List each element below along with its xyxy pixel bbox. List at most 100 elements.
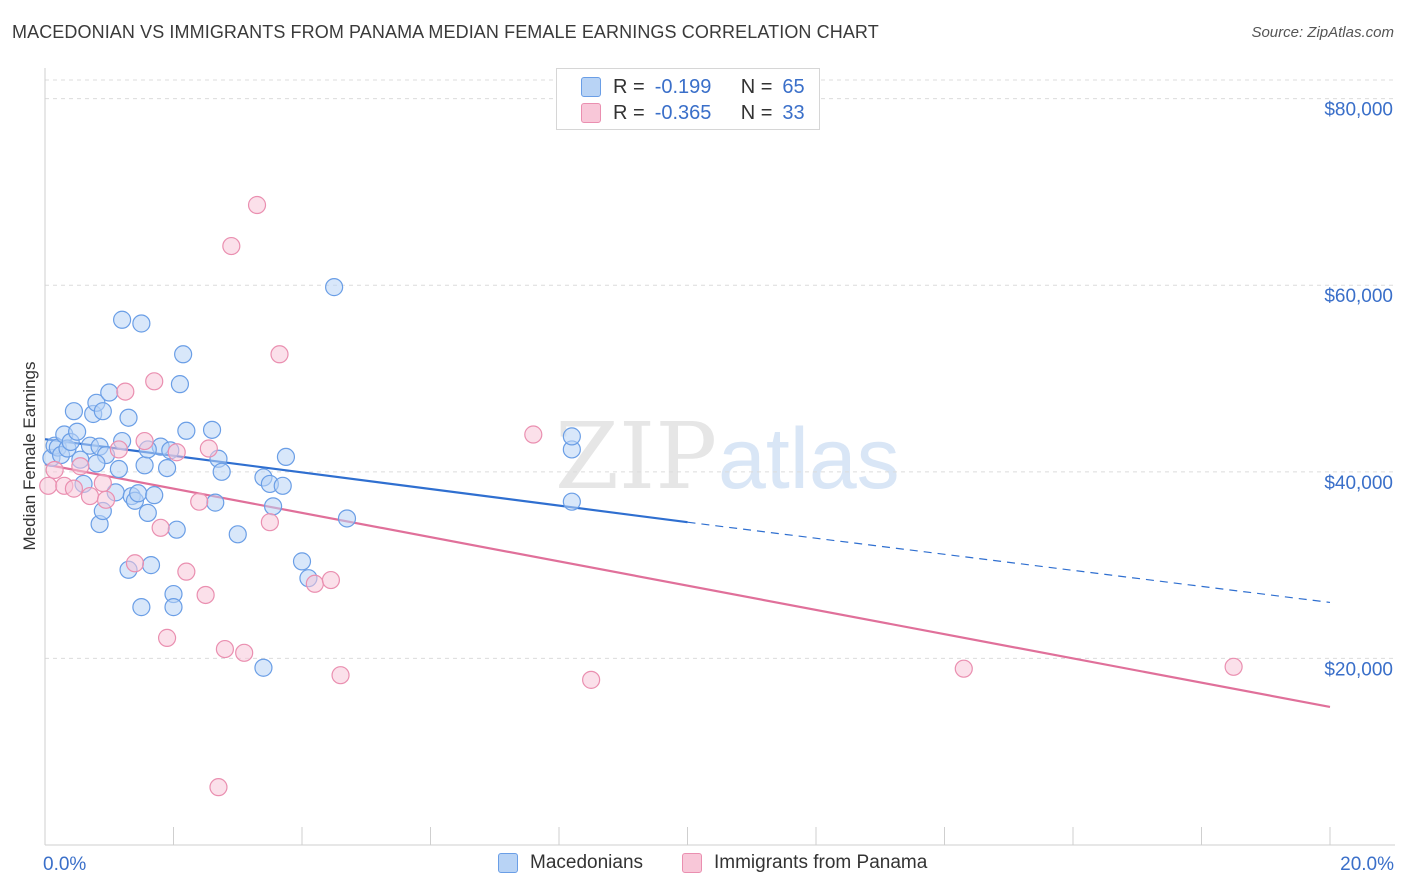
point-panama — [190, 492, 209, 511]
point-macedonians — [170, 375, 190, 394]
scatter-points — [39, 195, 1243, 797]
legend-item-panama[interactable]: Immigrants from Panama — [682, 852, 927, 874]
point-panama — [93, 473, 112, 493]
gridlines — [45, 79, 1395, 659]
point-panama — [321, 570, 341, 590]
point-panama — [235, 643, 254, 662]
point-panama — [71, 457, 90, 476]
legend-swatch-macedonians — [581, 77, 601, 97]
point-panama — [167, 443, 186, 462]
point-macedonians — [562, 427, 581, 446]
watermark: ZIP atlas — [555, 403, 900, 510]
point-macedonians — [276, 447, 296, 467]
point-macedonians — [263, 497, 283, 516]
legend-item-macedonians[interactable]: Macedonians — [498, 852, 643, 874]
point-panama — [524, 425, 543, 444]
point-panama — [177, 562, 196, 581]
point-panama — [80, 486, 100, 506]
point-panama — [116, 382, 135, 401]
point-panama — [109, 440, 128, 459]
legend-r-value-macedonians: -0.199 — [654, 75, 712, 98]
point-panama — [135, 431, 154, 451]
point-panama — [39, 476, 58, 495]
point-panama — [45, 460, 64, 480]
point-macedonians — [132, 598, 151, 617]
point-panama — [209, 778, 228, 797]
point-macedonians — [132, 314, 151, 333]
legend-label-macedonians: Macedonians — [530, 852, 644, 873]
point-panama — [270, 345, 289, 364]
point-macedonians — [119, 408, 138, 427]
x-tick-label-min: 0.0% — [43, 854, 86, 875]
point-macedonians — [135, 456, 154, 475]
point-macedonians — [273, 476, 292, 495]
point-macedonians — [167, 520, 186, 539]
point-panama — [157, 628, 177, 647]
point-macedonians — [337, 509, 357, 528]
point-panama — [96, 490, 116, 509]
point-macedonians — [254, 658, 273, 677]
correlation-legend: R = -0.199 N = 65 R = -0.365 N = 33 — [556, 68, 820, 130]
axes — [44, 68, 1395, 846]
trend-line-macedonians-extrapolated — [687, 521, 1331, 604]
legend-n-label: N = — [740, 101, 773, 124]
point-macedonians — [141, 556, 161, 575]
point-panama — [222, 236, 241, 256]
point-macedonians — [164, 598, 183, 617]
point-panama — [64, 479, 84, 498]
point-panama — [260, 513, 279, 532]
point-macedonians — [202, 420, 222, 439]
x-tick-labels: 0.0% 20.0% — [43, 854, 1394, 875]
point-macedonians — [228, 525, 247, 544]
point-panama — [199, 439, 218, 458]
legend-swatch-panama — [682, 853, 702, 873]
watermark-zip: ZIP — [555, 403, 717, 510]
point-macedonians — [212, 462, 231, 481]
point-panama — [582, 670, 601, 689]
point-macedonians — [100, 383, 119, 402]
legend-r-label: R = — [613, 101, 645, 124]
point-panama — [954, 659, 973, 678]
point-macedonians — [145, 486, 164, 505]
legend-row-panama: R = -0.365 N = 33 — [581, 101, 805, 125]
legend-n-value-panama: 33 — [782, 101, 805, 124]
legend-n-label: N = — [740, 75, 773, 98]
y-tick-labels: $20,000 $40,000 $60,000 $80,000 — [1324, 100, 1393, 681]
point-panama — [331, 666, 350, 685]
trend-line-panama — [44, 463, 1331, 709]
point-panama — [196, 585, 215, 605]
watermark-atlas: atlas — [718, 411, 900, 507]
legend-row-macedonians: R = -0.199 N = 65 — [581, 75, 805, 99]
y-tick-label: $60,000 — [1324, 286, 1393, 307]
point-macedonians — [68, 422, 87, 441]
point-panama — [125, 554, 145, 573]
legend-r-label: R = — [613, 75, 645, 98]
point-macedonians — [87, 454, 106, 473]
point-macedonians — [112, 310, 132, 329]
legend-r-value-panama: -0.365 — [654, 101, 712, 124]
point-macedonians — [325, 278, 344, 297]
y-tick-label: $20,000 — [1324, 659, 1393, 680]
point-panama — [151, 518, 170, 537]
legend-label-panama: Immigrants from Panama — [714, 852, 928, 873]
legend-swatch-panama — [581, 103, 601, 123]
point-macedonians — [109, 459, 128, 479]
point-macedonians — [292, 552, 312, 571]
point-panama — [305, 574, 324, 593]
point-macedonians — [206, 493, 225, 512]
series-legend: Macedonians Immigrants from Panama — [0, 852, 1406, 878]
point-panama — [1224, 657, 1243, 676]
point-panama — [145, 372, 164, 391]
x-tick-label-max: 20.0% — [1340, 854, 1394, 875]
point-macedonians — [138, 503, 157, 522]
point-macedonians — [64, 402, 84, 421]
point-panama — [247, 195, 267, 215]
point-macedonians — [93, 402, 112, 421]
point-macedonians — [129, 484, 148, 503]
source-label: Source: ZipAtlas.com — [1251, 24, 1394, 41]
point-macedonians — [174, 345, 193, 364]
y-tick-label: $40,000 — [1324, 473, 1393, 494]
legend-swatch-macedonians — [498, 853, 518, 873]
legend-n-value-macedonians: 65 — [782, 75, 805, 98]
